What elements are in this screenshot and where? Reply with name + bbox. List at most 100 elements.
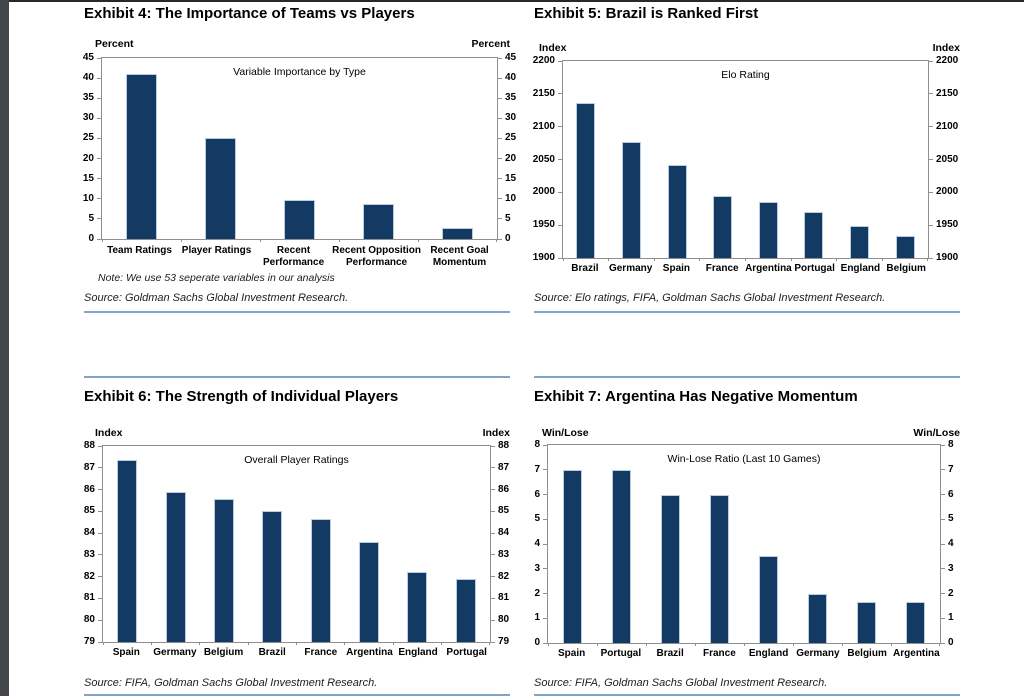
y-axis-tick xyxy=(941,568,945,570)
category-text: Spain xyxy=(112,647,140,658)
y-axis-tick-label: 15 xyxy=(82,172,94,184)
y-axis-tick-label: 3 xyxy=(534,562,540,574)
y-axis-tick xyxy=(498,137,502,139)
category-text: France xyxy=(705,263,739,274)
x-axis-tick xyxy=(645,643,647,646)
y-axis-unit-label-right: Index xyxy=(482,427,510,439)
x-axis-category-label: Germany xyxy=(151,647,200,659)
y-axis-tick xyxy=(929,93,933,95)
y-axis-tick xyxy=(491,554,495,556)
x-axis-tick xyxy=(441,642,443,645)
y-axis-tick-label: 10 xyxy=(505,192,517,204)
x-axis-category-label: Brazil xyxy=(646,648,695,660)
bar-germany xyxy=(165,491,186,642)
y-axis-tick-label: 35 xyxy=(505,92,517,104)
bar-brazil xyxy=(661,494,680,643)
x-axis-category-label: Germany xyxy=(793,648,842,660)
y-axis-tick-label: 1900 xyxy=(936,252,959,263)
y-axis-tick-label: 2000 xyxy=(936,186,959,198)
bar-argentina xyxy=(906,602,925,643)
y-axis-tick-label: 86 xyxy=(83,483,95,495)
category-text: Recent Performance xyxy=(263,245,325,268)
x-axis-category-labels: Spain Portugal Brazil France England Germany B… xyxy=(547,648,941,660)
x-axis-tick xyxy=(596,643,598,646)
y-axis-tick-label: 87 xyxy=(498,461,510,473)
x-axis-tick xyxy=(344,642,346,645)
bar-france xyxy=(310,518,331,642)
y-axis-tick xyxy=(97,137,101,139)
bar-france xyxy=(713,195,733,258)
x-axis-tick xyxy=(180,239,182,242)
y-axis-tick xyxy=(491,467,495,469)
y-axis-tick xyxy=(929,224,933,226)
category-text: England xyxy=(840,263,881,274)
plot-area: Elo Rating 1900 1900 1950 1950 2000 2000 2050 2… xyxy=(533,56,959,263)
x-axis-category-label: England xyxy=(838,263,884,275)
bar-england xyxy=(407,572,428,642)
y-axis-tick xyxy=(97,238,101,240)
x-axis-category-label: France xyxy=(695,648,744,660)
y-axis-unit-label-left: Index xyxy=(539,42,567,54)
x-axis-tick xyxy=(743,643,745,646)
x-axis-tick xyxy=(841,643,843,646)
y-axis-tick xyxy=(491,510,495,512)
y-axis-tick xyxy=(498,77,502,79)
chart-inner-title: Overall Player Ratings xyxy=(244,454,349,466)
y-axis-tick-label: 83 xyxy=(498,548,510,560)
x-axis-category-label: England xyxy=(394,647,443,659)
x-axis-tick xyxy=(792,643,794,646)
category-text: Argentina xyxy=(346,647,393,658)
y-axis-tick-label: 2150 xyxy=(532,87,555,99)
y-axis-tick xyxy=(97,117,101,119)
bar-argentina xyxy=(758,201,778,258)
exhibit-6-panel: Exhibit 6: The Strength of Individual Pl… xyxy=(84,376,510,696)
plot-area: Variable Importance by Type 0 0 5 5 10 10 15 15… xyxy=(83,53,516,244)
chart-inner-title: Win-Lose Ratio (Last 10 Games) xyxy=(667,453,821,465)
x-axis-category-label: Player Ratings xyxy=(178,245,255,269)
x-axis-tick xyxy=(259,239,261,242)
x-axis-category-labels: Spain Germany Belgium Brazil France Argentina… xyxy=(102,647,491,659)
category-text: Spain xyxy=(558,648,586,659)
category-text: Portugal xyxy=(600,648,642,659)
y-axis-tick-label: 5 xyxy=(505,212,511,224)
bar-recent-opposition-performance xyxy=(363,203,394,239)
y-axis-tick xyxy=(558,159,562,160)
x-axis-tick xyxy=(790,258,792,261)
y-axis-tick xyxy=(98,467,102,469)
x-axis-category-label: Argentina xyxy=(745,263,792,275)
y-axis-tick xyxy=(543,518,547,520)
y-axis-tick-label: 5 xyxy=(534,513,540,525)
y-axis-tick xyxy=(498,178,502,180)
x-axis-category-label: Recent Performance xyxy=(255,245,332,269)
x-axis-category-label: Spain xyxy=(547,648,596,660)
x-axis-tick xyxy=(199,642,201,645)
y-axis-tick-label: 79 xyxy=(498,636,510,647)
bar-recent-goal-momentum xyxy=(442,227,473,239)
y-axis-tick-label: 2050 xyxy=(532,153,555,165)
x-axis-category-label: Belgium xyxy=(199,647,248,659)
y-axis-tick xyxy=(498,97,502,99)
source-line: Source: FIFA, Goldman Sachs Global Inves… xyxy=(84,677,378,689)
y-axis-tick xyxy=(543,568,547,570)
y-axis-tick xyxy=(941,494,945,495)
exhibit-7-title: Exhibit 7: Argentina Has Negative Moment… xyxy=(534,388,858,405)
y-axis-tick-label: 4 xyxy=(948,538,954,549)
category-text: Brazil xyxy=(656,648,684,659)
y-axis-tick-label: 5 xyxy=(948,513,954,525)
plot-area: Overall Player Ratings 79 79 80 80 81 81 82 82 8… xyxy=(84,441,509,647)
bar-england xyxy=(759,556,778,643)
category-text: Spain xyxy=(662,263,691,274)
y-axis-tick xyxy=(929,257,933,259)
category-text: France xyxy=(702,648,736,659)
category-text: Team Ratings xyxy=(107,245,172,256)
category-text: Argentina xyxy=(745,263,792,274)
y-axis-tick xyxy=(929,159,933,160)
source-line: Source: Goldman Sachs Global Investment … xyxy=(84,292,349,304)
y-axis-tick-label: 0 xyxy=(948,637,954,648)
y-axis-tick xyxy=(97,158,101,160)
x-axis-category-label: Argentina xyxy=(345,647,394,659)
y-axis-tick xyxy=(498,158,502,160)
y-axis-tick xyxy=(558,126,562,128)
y-axis-tick-label: 83 xyxy=(83,548,95,560)
y-axis-tick-label: 82 xyxy=(498,570,510,582)
